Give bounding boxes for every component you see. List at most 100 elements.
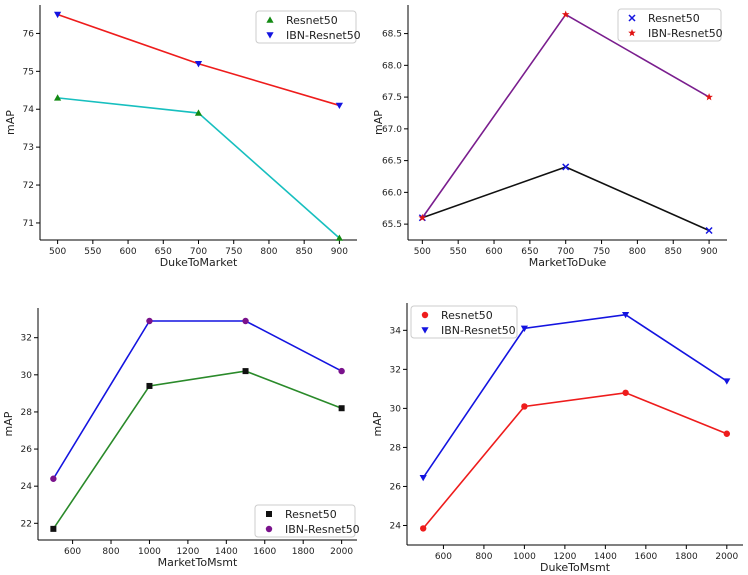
data-point (419, 525, 427, 532)
x-tick-label: 650 (155, 247, 172, 257)
x-axis-label: MarketToDuke (529, 256, 607, 269)
y-axis-label: mAP (4, 110, 17, 135)
data-point (194, 109, 203, 116)
y-axis-label: mAP (372, 110, 385, 135)
y-axis-label: mAP (371, 411, 384, 436)
legend-marker (266, 16, 274, 23)
series-line-2 (422, 313, 728, 479)
data-point (50, 525, 57, 532)
legend-marker (421, 311, 429, 319)
legend-label: IBN-Resnet50 (285, 523, 360, 536)
y-tick-label: 24 (21, 482, 33, 492)
data-point (50, 475, 57, 482)
legend-label: IBN-Resnet50 (441, 324, 516, 337)
series-line-1 (422, 391, 728, 529)
x-tick-label: 550 (450, 247, 467, 257)
x-axis-label: MarketToMsmt (158, 556, 238, 569)
y-tick-label: 67.0 (382, 125, 402, 135)
y-tick-label: 72 (23, 181, 34, 191)
legend-marker (421, 327, 429, 334)
y-tick-label: 65.5 (382, 220, 402, 230)
data-point (562, 163, 570, 171)
y-tick-label: 30 (390, 404, 402, 414)
series-line-1 (422, 166, 710, 232)
x-tick-label: 500 (49, 247, 66, 257)
x-tick-label: 700 (557, 247, 574, 257)
legend: Resnet50 IBN-Resnet50 (410, 305, 518, 339)
x-tick-label: 1000 (138, 547, 161, 557)
x-tick-label: 850 (665, 247, 682, 257)
x-tick-label: 600 (485, 247, 502, 257)
x-tick-label: 800 (629, 247, 646, 257)
data-point (335, 234, 343, 241)
legend-label: IBN-Resnet50 (648, 27, 723, 40)
y-tick-label: 73 (23, 143, 34, 153)
x-tick-label: 500 (414, 247, 431, 257)
data-point (419, 474, 427, 482)
series-line-1 (57, 97, 340, 239)
y-tick-label: 68.0 (382, 61, 402, 71)
legend-label: Resnet50 (441, 309, 493, 322)
x-axis-label: DukeToMarket (160, 256, 238, 269)
x-tick-label: 600 (435, 552, 452, 562)
y-tick-label: 26 (390, 482, 402, 492)
data-point (622, 312, 630, 319)
legend-marker (265, 525, 273, 533)
x-tick-label: 550 (84, 247, 101, 257)
x-tick-label: 1400 (215, 547, 238, 557)
y-tick-label: 74 (23, 105, 35, 115)
legend-box (410, 305, 518, 339)
x-tick-label: 2000 (330, 547, 353, 557)
x-tick-label: 1200 (553, 552, 576, 562)
data-point (54, 11, 62, 19)
data-point (338, 367, 345, 375)
data-point (561, 10, 570, 18)
x-tick-label: 600 (64, 547, 81, 557)
y-tick-label: 34 (390, 326, 402, 336)
x-tick-label: 900 (700, 247, 717, 257)
legend: Resnet50 IBN-Resnet50 (617, 8, 723, 42)
legend-label: Resnet50 (648, 12, 700, 25)
series-line-2 (52, 320, 342, 480)
y-tick-label: 68.5 (382, 30, 402, 40)
data-point (194, 61, 203, 68)
x-tick-label: 1400 (594, 552, 617, 562)
legend-marker (266, 511, 272, 517)
data-point (520, 325, 528, 332)
y-tick-label: 66.5 (382, 157, 402, 167)
y-tick-label: 32 (390, 365, 401, 375)
legend-label: IBN-Resnet50 (286, 29, 361, 42)
legend-label: Resnet50 (285, 508, 337, 521)
y-tick-label: 75 (23, 67, 34, 77)
y-tick-label: 24 (390, 521, 402, 531)
legend-box (254, 504, 356, 538)
data-point (723, 378, 731, 385)
series-line-1 (52, 370, 342, 530)
x-tick-label: 600 (119, 247, 136, 257)
x-tick-label: 750 (225, 247, 242, 257)
x-tick-label: 1600 (253, 547, 276, 557)
x-tick-label: 1600 (634, 552, 657, 562)
y-tick-label: 67.5 (382, 93, 402, 103)
chart-panel-1: 500 550 600 650 700 750 800 850 900 71 72 73 74 75 76 D… (4, 5, 361, 269)
y-axis-label: mAP (2, 411, 15, 436)
x-axis-label: DukeToMsmt (540, 561, 611, 574)
chart-panel-3: 600 800 1000 1200 1400 1600 1800 2000 22 24 26 28 30… (2, 308, 360, 569)
y-tick-label: 76 (23, 29, 35, 39)
data-point (146, 382, 153, 389)
data-point (723, 430, 731, 437)
legend-label: Resnet50 (286, 14, 338, 27)
y-tick-label: 28 (21, 408, 33, 418)
data-point (705, 226, 713, 235)
y-tick-label: 30 (21, 371, 33, 381)
y-tick-label: 28 (390, 443, 402, 453)
data-point (338, 405, 345, 412)
data-point (242, 368, 249, 375)
legend-marker (266, 32, 274, 39)
x-tick-label: 700 (190, 247, 207, 257)
data-point (54, 94, 62, 101)
data-point (622, 389, 629, 396)
x-tick-label: 800 (260, 247, 277, 257)
x-tick-label: 800 (102, 547, 119, 557)
